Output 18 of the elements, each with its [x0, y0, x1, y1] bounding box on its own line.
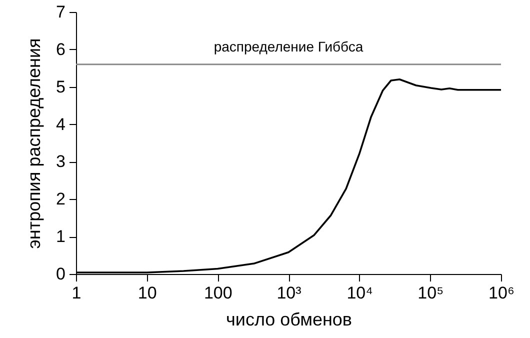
y-tick-label: 0	[56, 264, 66, 284]
y-tick-label: 7	[56, 2, 66, 22]
y-tick-label: 6	[56, 40, 66, 59]
x-tick-label: 10⁶	[488, 284, 514, 302]
y-axis-title: энтропия распределения	[24, 38, 44, 249]
y-tick-label: 3	[56, 152, 66, 172]
x-axis-title: число обменов	[226, 310, 352, 330]
x-tick-label: 10	[138, 284, 157, 302]
y-tick-label: 5	[56, 77, 66, 96]
ref-line-label: распределение Гиббса	[214, 38, 364, 54]
y-tick-label: 2	[56, 190, 66, 209]
x-tick-label: 10³	[276, 284, 302, 302]
y-tick-label: 1	[56, 227, 66, 246]
x-tick-label: 1	[72, 284, 82, 302]
x-tick-label: 100	[204, 284, 232, 302]
x-tick-label: 10⁵	[418, 284, 444, 302]
y-tick-label: 4	[56, 114, 66, 134]
x-tick-label: 10⁴	[346, 284, 373, 302]
